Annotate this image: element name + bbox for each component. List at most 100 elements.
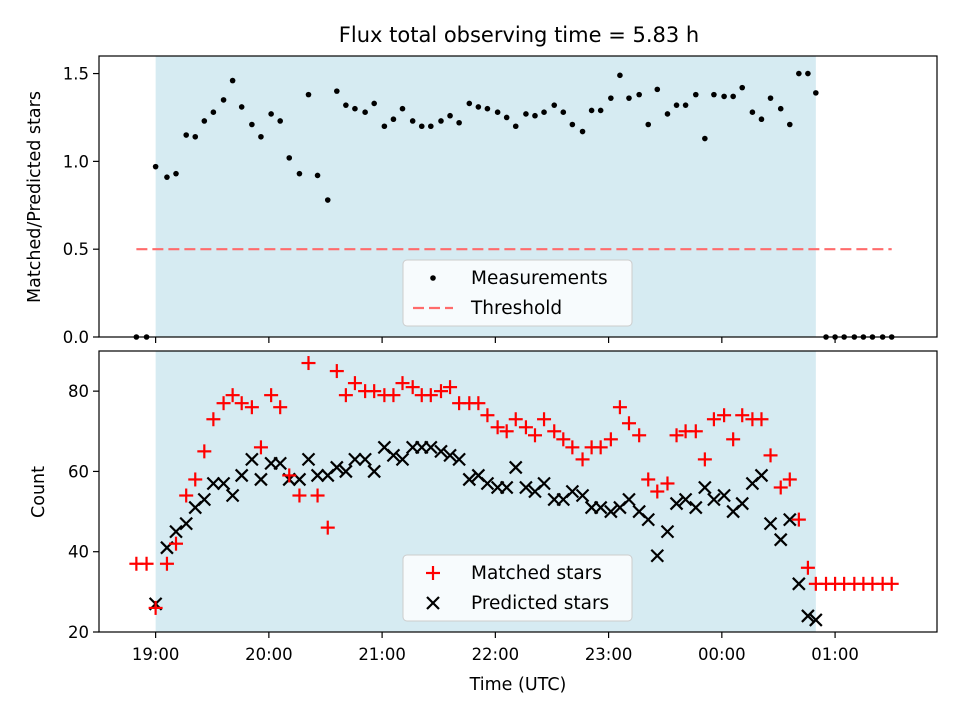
measurement-point xyxy=(334,88,340,94)
predicted-stroke xyxy=(499,480,514,495)
matched-star-point xyxy=(244,400,259,415)
predicted-star-point xyxy=(443,448,457,463)
predicted-star-point xyxy=(499,480,514,495)
matched-star-point xyxy=(310,488,325,503)
x-axis-label: Time (UTC) xyxy=(469,675,567,695)
x-tick-label: 19:00 xyxy=(132,645,180,664)
predicted-stroke xyxy=(395,452,410,467)
measurement-point xyxy=(636,91,642,98)
measurement-point xyxy=(626,95,632,101)
predicted-star-point xyxy=(689,500,703,515)
predicted-star-point xyxy=(169,524,183,539)
measurement-point xyxy=(617,72,623,79)
ratio-legend-box xyxy=(402,259,633,327)
measurement-point xyxy=(183,132,189,138)
measurement-point xyxy=(721,93,727,100)
matched-star-point xyxy=(234,396,249,411)
matched-star-point xyxy=(547,424,562,439)
predicted-stroke xyxy=(310,468,325,483)
matched-star-point xyxy=(565,440,580,455)
measurement-point xyxy=(399,105,406,112)
predicted-star-point xyxy=(669,496,684,511)
predicted-star-point xyxy=(660,524,675,539)
predicted-stroke xyxy=(763,516,778,531)
measurement-point xyxy=(654,86,661,93)
predicted-star-point xyxy=(434,444,448,459)
predicted-stroke xyxy=(254,472,268,487)
measurement-point xyxy=(258,133,264,140)
matched-star-point xyxy=(169,536,184,551)
predicted-star-point xyxy=(698,480,712,495)
matched-star-point xyxy=(669,428,684,443)
predicted-star-point xyxy=(339,464,353,479)
predicted-stroke xyxy=(292,472,307,487)
matched-star-point xyxy=(159,556,174,571)
predicted-star-point xyxy=(424,440,438,455)
predicted-star-point xyxy=(773,532,788,547)
legend-label-measurements: Measurements xyxy=(471,268,608,289)
measurement-point xyxy=(569,121,576,128)
measurement-point xyxy=(210,109,217,115)
predicted-star-point xyxy=(452,452,466,467)
count-y-axis-label: Count xyxy=(29,466,49,518)
predicted-stroke xyxy=(593,500,608,515)
predicted-stroke xyxy=(348,452,362,467)
matched-star-point xyxy=(556,432,571,447)
predicted-stroke xyxy=(169,524,183,539)
measurement-point xyxy=(673,102,680,108)
predicted-stroke xyxy=(754,468,769,483)
matched-star-point xyxy=(188,472,203,487)
y-tick-label: 1.5 xyxy=(63,65,89,84)
measurement-point xyxy=(551,102,558,108)
predicted-star-point xyxy=(593,500,608,515)
measurement-point xyxy=(277,118,283,124)
ratio-axes-frame xyxy=(98,55,938,338)
measurement-point xyxy=(711,91,717,98)
measurement-point xyxy=(579,128,586,135)
predicted-stroke xyxy=(809,613,823,627)
matched-star-point xyxy=(338,388,353,403)
y-tick-label: 0.0 xyxy=(63,328,89,347)
matched-star-point xyxy=(660,476,675,491)
matched-star-point xyxy=(443,380,458,395)
measurement-point xyxy=(268,111,274,117)
predicted-stroke xyxy=(367,464,381,479)
measurement-point xyxy=(805,70,811,77)
measurement-point xyxy=(608,95,614,101)
predicted-star-point xyxy=(216,476,231,491)
measurement-point xyxy=(305,91,312,98)
y-tick-label: 60 xyxy=(68,462,89,481)
predicted-star-point xyxy=(754,468,769,483)
predicted-stroke xyxy=(698,480,712,495)
matched-star-point xyxy=(433,384,448,399)
predicted-star-point xyxy=(508,460,523,475)
predicted-stroke xyxy=(537,476,551,491)
legend-label-matched: Matched stars xyxy=(471,563,602,584)
measurement-point xyxy=(475,104,482,110)
predicted-star-point xyxy=(809,613,823,627)
measurement-point xyxy=(296,170,303,177)
matched-star-point xyxy=(518,420,533,435)
legend-marker-measurements xyxy=(430,275,436,281)
predicted-star-point xyxy=(604,504,618,519)
predicted-stroke xyxy=(622,492,636,507)
predicted-stroke xyxy=(225,488,240,503)
predicted-star-point xyxy=(801,609,815,623)
count-points xyxy=(129,356,899,627)
predicted-stroke xyxy=(301,452,316,467)
predicted-star-point xyxy=(650,548,665,563)
predicted-stroke xyxy=(452,452,466,467)
measurement-point xyxy=(484,105,491,112)
matched-star-point xyxy=(650,484,665,499)
measurement-point xyxy=(494,109,501,115)
matched-star-point xyxy=(386,388,401,403)
measurement-point xyxy=(238,104,245,110)
predicted-stroke xyxy=(735,496,749,511)
predicted-star-point xyxy=(358,452,372,467)
predicted-stroke xyxy=(632,504,646,519)
predicted-stroke xyxy=(717,488,731,503)
predicted-stroke xyxy=(206,476,221,491)
measurement-point xyxy=(438,118,444,124)
matched-star-point xyxy=(612,400,627,415)
